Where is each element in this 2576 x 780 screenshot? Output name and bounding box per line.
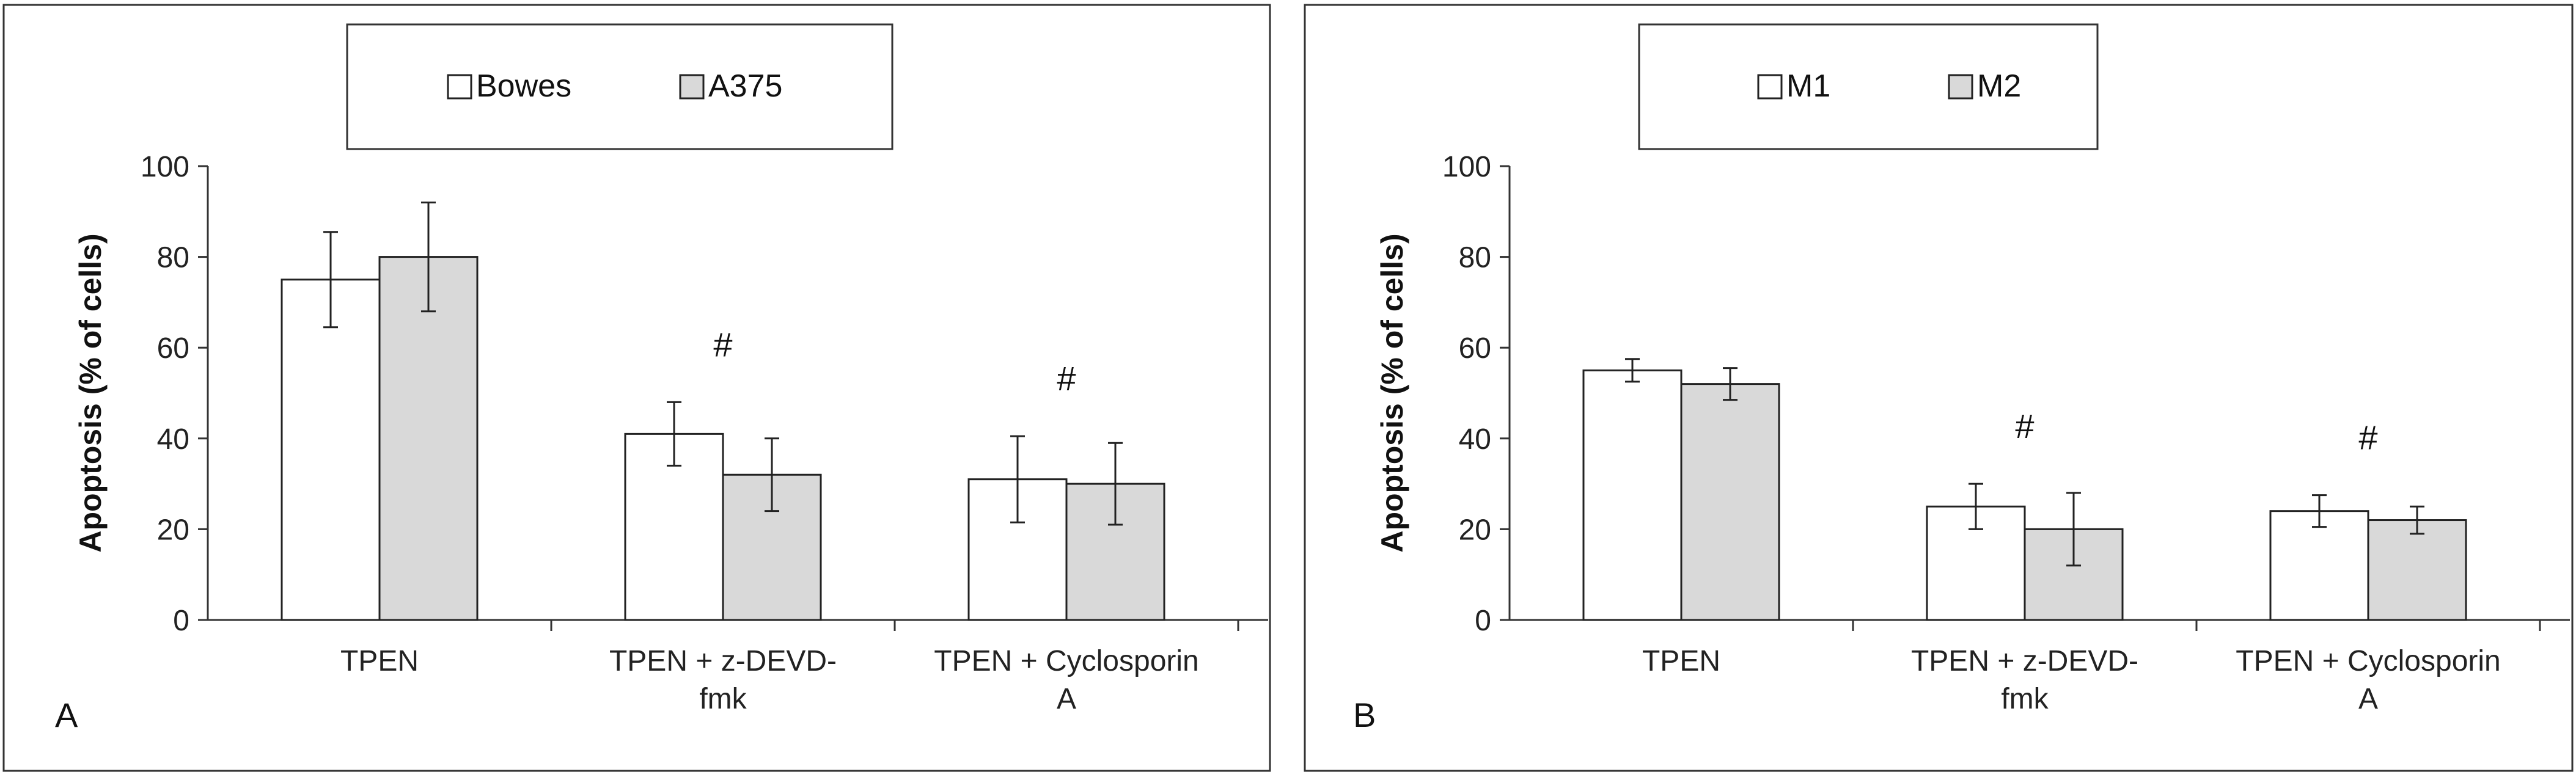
panel-a: Bowes A375 0 20 40 60 80 100 Apoptosis (% of cel… [2,4,1271,772]
y-tick-label: 40 [1459,423,1491,456]
panel-label: A [55,696,78,734]
legend-box [346,23,894,150]
bar-a375 [722,473,822,621]
y-tick-label: 0 [173,605,189,637]
category-label: TPEN + z-DEVD- [609,645,837,677]
category-label: fmk [699,683,747,715]
y-tick-label: 80 [1459,242,1491,274]
legend-swatch-a375 [679,74,705,100]
significance-mark: # [1057,359,1076,398]
legend: M1 M2 [1638,23,2099,150]
bar-a375 [378,256,479,621]
panel-label: B [1353,696,1376,734]
bar-m1 [2269,510,2369,621]
y-tick-label: 100 [141,151,189,183]
panel-frame [1304,4,2574,772]
category-label: fmk [2001,683,2049,715]
legend-swatch-m2 [1948,74,1973,100]
y-tick-label: 80 [157,242,189,274]
significance-mark: # [713,325,732,363]
legend: Bowes A375 [346,23,894,150]
category-label: TPEN + Cyclosporin [934,645,1198,677]
legend-label-a375: A375 [708,68,782,104]
category-label: TPEN + z-DEVD- [1911,645,2138,677]
y-tick-label: 40 [157,423,189,456]
panel-frame [2,4,1271,772]
legend-label-bowes: Bowes [476,68,571,104]
category-label: TPEN + Cyclosporin [2236,645,2500,677]
y-tick-label: 0 [1475,605,1491,637]
legend-box [1638,23,2099,150]
category-label: A [2358,683,2378,715]
y-tick-label: 60 [1459,332,1491,365]
y-tick-label: 20 [1459,514,1491,546]
y-tick-label: 60 [157,332,189,365]
y-axis-label: Apoptosis (% of cells) [73,233,108,552]
legend-swatch-bowes [447,74,472,100]
bar-m1 [1582,369,1682,621]
bar-m2 [1680,383,1780,621]
y-axis-label: Apoptosis (% of cells) [1375,233,1409,552]
legend-label-m1: M1 [1786,68,1830,104]
significance-mark: # [2015,407,2034,445]
legend-swatch-m1 [1757,74,1783,100]
y-tick-label: 20 [157,514,189,546]
legend-label-m2: M2 [1977,68,2021,104]
y-tick-label: 100 [1442,151,1491,183]
bar-bowes [281,279,381,621]
panel-b: M1 M2 0 20 40 60 80 100 Apoptosis (% of cells) TP… [1304,4,2574,772]
bar-m2 [2367,519,2467,621]
category-label: TPEN [1642,645,1720,677]
significance-mark: # [2358,418,2377,457]
category-label: A [1057,683,1076,715]
category-label: TPEN [340,645,419,677]
